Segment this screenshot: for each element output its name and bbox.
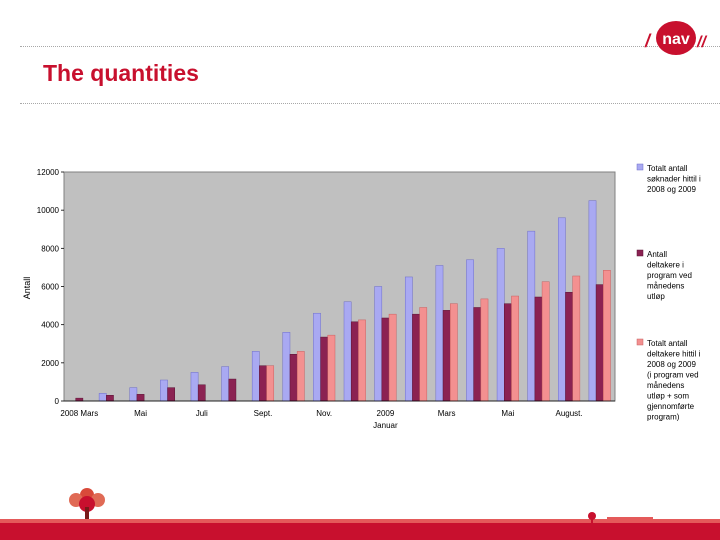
bar — [473, 307, 482, 402]
logo-red-ellipse — [656, 21, 696, 55]
x-tick-label: 2009 — [377, 409, 395, 418]
bar — [496, 248, 505, 402]
bar — [228, 378, 237, 402]
logo-text: nav — [662, 31, 690, 48]
bar — [603, 270, 611, 402]
legend-label: utløp — [647, 292, 665, 301]
x-tick-label: 2008 Mars — [60, 409, 98, 418]
bar — [527, 230, 536, 402]
header-divider-top — [20, 46, 720, 47]
y-tick-label: 10000 — [37, 206, 60, 215]
bar — [167, 387, 175, 402]
bar — [511, 295, 519, 402]
legend-label: deltakere hittil i — [647, 350, 701, 359]
legend-label: utløp + som — [647, 392, 689, 401]
legend-label: gjennomførte — [647, 402, 695, 411]
bar — [289, 354, 298, 402]
legend-label: månedens — [647, 381, 684, 390]
bar — [534, 296, 543, 402]
y-tick-label: 0 — [55, 397, 60, 406]
bar — [197, 384, 206, 402]
bar — [98, 393, 107, 402]
legend-label: deltakere i — [647, 261, 684, 270]
nav-logo: / nav // — [644, 21, 707, 55]
bar — [296, 351, 305, 402]
bar — [374, 286, 383, 402]
logo-slashes-right: // — [696, 34, 707, 51]
bar — [449, 303, 458, 402]
bar — [419, 307, 428, 402]
header-divider-bottom — [20, 103, 720, 104]
y-axis-label: Antall — [22, 277, 32, 300]
legend-label: 2008 og 2009 — [647, 185, 696, 194]
bar — [404, 276, 413, 402]
bar — [136, 394, 145, 402]
bar — [160, 379, 168, 402]
bar — [266, 365, 275, 402]
x-tick-sublabel: Januar — [373, 421, 398, 430]
x-tick-label: Sept. — [254, 409, 273, 418]
bar — [282, 332, 291, 402]
legend-swatch — [636, 338, 644, 346]
bar — [75, 397, 84, 402]
footer-band — [0, 519, 720, 540]
y-tick-label: 4000 — [41, 321, 59, 330]
bar — [412, 313, 420, 402]
bar — [350, 321, 359, 402]
bar — [320, 336, 329, 402]
bar — [442, 310, 451, 402]
y-tick-label: 6000 — [41, 283, 59, 292]
legend-label: 2008 og 2009 — [647, 360, 696, 369]
footer-tree-icon — [588, 512, 653, 523]
legend-label: program ved — [647, 271, 692, 280]
bar — [588, 200, 597, 402]
bar — [435, 265, 444, 402]
x-tick-label: Mai — [501, 409, 514, 418]
x-tick-label: August. — [556, 409, 583, 418]
legend-label: månedens — [647, 282, 684, 291]
bar — [327, 334, 336, 402]
bar — [343, 301, 352, 402]
x-tick-label: Mars — [438, 409, 456, 418]
tree-logo-icon — [69, 488, 105, 519]
legend-swatch — [636, 163, 644, 171]
legend-label: søknader hittil i — [647, 175, 701, 184]
bar — [595, 284, 604, 402]
y-tick-label: 8000 — [41, 244, 59, 253]
bar — [572, 275, 581, 402]
legend-label: Totalt antall — [647, 339, 688, 348]
y-tick-label: 2000 — [41, 359, 59, 368]
bar — [129, 387, 138, 402]
bar — [565, 291, 573, 402]
bar — [466, 259, 474, 402]
bar — [313, 312, 321, 402]
x-tick-label: Juli — [196, 409, 208, 418]
x-tick-label: Nov. — [316, 409, 332, 418]
bar — [504, 303, 512, 402]
legend-swatch — [636, 249, 644, 257]
bar — [358, 319, 366, 402]
bar — [106, 395, 114, 402]
bar — [251, 351, 260, 402]
bar — [558, 217, 566, 402]
bar — [480, 298, 489, 402]
bar — [541, 281, 550, 402]
bar — [221, 366, 230, 402]
legend-label: program) — [647, 413, 680, 422]
page-title: The quantities — [43, 60, 199, 86]
legend-label: Totalt antall — [647, 164, 688, 173]
bar — [190, 372, 199, 402]
bar — [259, 365, 267, 402]
plot-area — [63, 171, 616, 402]
x-tick-label: Mai — [134, 409, 147, 418]
logo-slash-left: / — [644, 31, 652, 51]
bar — [388, 313, 397, 402]
legend-label: Antall — [647, 250, 667, 259]
legend-label: (i program ved — [647, 371, 699, 380]
y-tick-label: 12000 — [37, 168, 60, 177]
bar — [381, 317, 390, 402]
